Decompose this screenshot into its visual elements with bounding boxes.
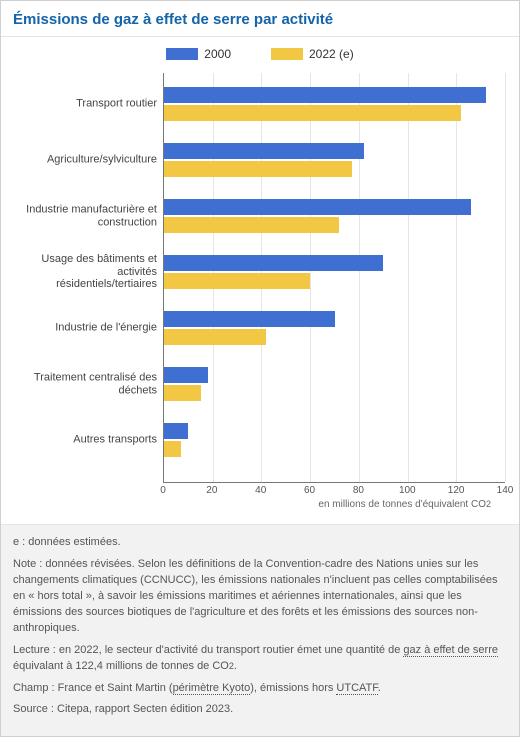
legend-label-2000: 2000	[204, 47, 231, 61]
x-axis-title-sub: 2	[486, 499, 491, 509]
note-main: Note : données révisées. Selon les défin…	[13, 557, 507, 637]
category-label: Industrie de l'énergie	[15, 322, 157, 335]
x-tick: 0	[160, 485, 166, 496]
note-estimate: e : données estimées.	[13, 535, 507, 551]
lecture-suffix: .	[234, 660, 237, 672]
bar	[164, 329, 266, 345]
bar	[164, 441, 181, 457]
category-label: Usage des bâtiments et activités résiden…	[15, 253, 157, 291]
category-label: Agriculture/sylviculture	[15, 154, 157, 167]
lecture-link[interactable]: gaz à effet de serre	[403, 644, 498, 657]
grid-line	[408, 73, 409, 482]
notes-section: e : données estimées. Note : données rév…	[1, 524, 519, 736]
bar	[164, 105, 461, 121]
x-tick: 120	[448, 485, 465, 496]
x-axis-title-text: en millions de tonnes d'équivalent CO	[318, 499, 486, 510]
grid-line	[359, 73, 360, 482]
lecture-prefix: Lecture : en 2022, le secteur d'activité…	[13, 644, 403, 656]
bar	[164, 385, 201, 401]
grid-line	[505, 73, 506, 482]
category-label: Industrie manufacturière et construction	[15, 203, 157, 228]
category-label: Traitement centralisé des déchets	[15, 371, 157, 396]
legend-item-2000: 2000	[166, 47, 231, 61]
bar	[164, 273, 310, 289]
note-lecture: Lecture : en 2022, le secteur d'activité…	[13, 643, 507, 675]
bar	[164, 199, 471, 215]
bar	[164, 255, 383, 271]
chart-card: Émissions de gaz à effet de serre par ac…	[0, 0, 520, 737]
bar	[164, 423, 188, 439]
bar	[164, 217, 339, 233]
grid-line	[310, 73, 311, 482]
bar	[164, 161, 352, 177]
chart-title: Émissions de gaz à effet de serre par ac…	[1, 1, 519, 37]
champ-prefix: Champ : France et Saint Martin (	[13, 682, 173, 694]
chart-area: Transport routier Agriculture/sylvicultur…	[1, 67, 519, 524]
champ-middle: ), émissions hors	[250, 682, 336, 694]
category-label: Autres transports	[15, 434, 157, 447]
champ-link-1[interactable]: périmètre Kyoto	[173, 682, 251, 695]
x-tick: 80	[353, 485, 364, 496]
x-tick: 60	[304, 485, 315, 496]
legend-item-2022: 2022 (e)	[271, 47, 354, 61]
bar	[164, 87, 486, 103]
lecture-middle: équivalant à 122,4 millions de tonnes de…	[13, 660, 229, 672]
x-tick: 140	[497, 485, 514, 496]
legend: 2000 2022 (e)	[1, 37, 519, 67]
note-champ: Champ : France et Saint Martin (périmètr…	[13, 681, 507, 697]
plot-inner	[163, 73, 505, 483]
legend-label-2022: 2022 (e)	[309, 47, 354, 61]
champ-suffix: .	[378, 682, 381, 694]
x-axis-title: en millions de tonnes d'équivalent CO2	[15, 497, 505, 520]
x-tick: 40	[255, 485, 266, 496]
x-tick: 100	[399, 485, 416, 496]
x-tick: 20	[206, 485, 217, 496]
bar	[164, 143, 364, 159]
category-label: Transport routier	[15, 98, 157, 111]
champ-link-2[interactable]: UTCATF	[336, 682, 377, 695]
legend-swatch-2022	[271, 48, 303, 60]
bar	[164, 311, 335, 327]
legend-swatch-2000	[166, 48, 198, 60]
note-source: Source : Citepa, rapport Secten édition …	[13, 702, 507, 718]
plot: Transport routier Agriculture/sylvicultur…	[15, 73, 505, 483]
x-axis-ticks: 020406080100120140	[163, 483, 505, 497]
grid-line	[456, 73, 457, 482]
bar	[164, 367, 208, 383]
